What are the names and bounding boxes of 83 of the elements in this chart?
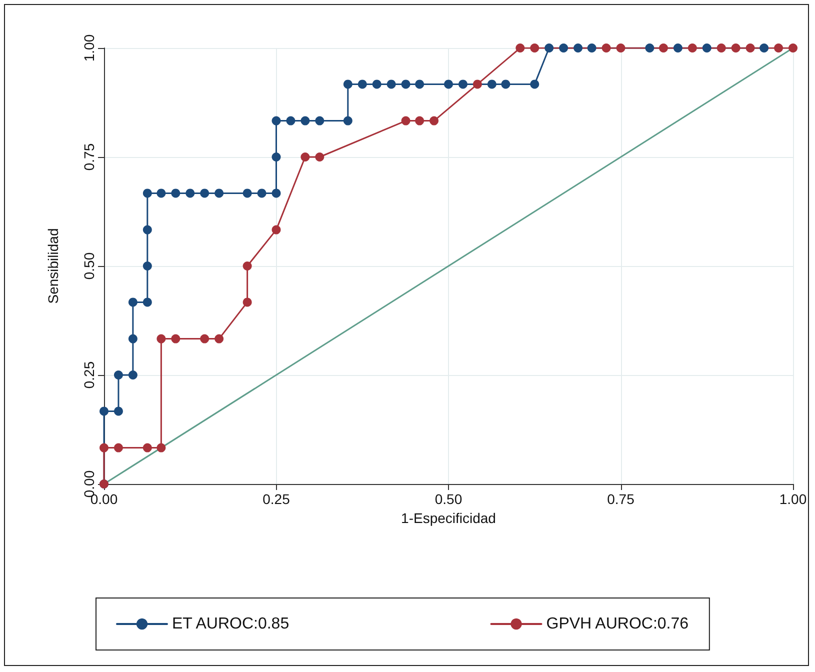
point [272, 188, 281, 198]
point [602, 44, 611, 52]
point [156, 188, 166, 198]
point [731, 44, 740, 52]
y-tick-label: 0.25 [81, 361, 97, 389]
y-axis-title: Sensibilidad [45, 228, 61, 304]
point [128, 334, 138, 344]
y-tick-label: 0.50 [81, 252, 97, 280]
point [401, 80, 410, 89]
y-tick-label: 1.00 [81, 34, 97, 62]
point [343, 80, 352, 89]
point [658, 44, 668, 52]
point [272, 152, 281, 162]
y-tick-label: 0.75 [81, 143, 97, 171]
point [257, 188, 266, 198]
point [760, 44, 769, 52]
point [673, 44, 682, 52]
point [128, 370, 138, 380]
point [214, 334, 224, 344]
x-axis-title: 1-Especificidad [401, 510, 496, 526]
x-tick-label: 0.50 [434, 491, 462, 507]
point [315, 116, 324, 126]
point [472, 80, 482, 89]
point [372, 80, 382, 89]
point [142, 188, 152, 198]
legend-label: ET AUROC:0.85 [172, 616, 290, 632]
point [142, 298, 152, 307]
point [200, 188, 210, 198]
point [114, 443, 123, 452]
point [516, 44, 525, 52]
point [114, 406, 123, 416]
point [242, 298, 252, 307]
point [544, 44, 554, 52]
point [242, 188, 252, 198]
point [171, 334, 180, 344]
point [530, 44, 540, 52]
point [458, 80, 468, 89]
point [487, 80, 496, 89]
x-tick-label: 0.75 [607, 491, 635, 507]
point [156, 334, 166, 344]
point [142, 262, 152, 270]
point [300, 152, 310, 162]
point [156, 443, 166, 452]
point [214, 188, 224, 198]
point [574, 44, 583, 52]
point [128, 298, 138, 307]
point [415, 116, 424, 126]
point [688, 44, 697, 52]
point [142, 443, 152, 452]
point [430, 116, 439, 126]
point [746, 44, 755, 52]
point [200, 334, 210, 344]
point [343, 116, 352, 126]
point [171, 188, 180, 198]
point [272, 225, 281, 234]
point [186, 188, 195, 198]
point [716, 44, 726, 52]
point [386, 80, 396, 89]
point [444, 80, 453, 89]
point [530, 80, 540, 89]
point [300, 116, 310, 126]
legend-label: GPVH AUROC:0.76 [546, 616, 689, 632]
point [415, 80, 424, 89]
point [242, 262, 252, 270]
point [645, 44, 654, 52]
point [559, 44, 568, 52]
point [272, 116, 281, 126]
point [358, 80, 367, 89]
x-tick-label: 1.00 [779, 491, 807, 507]
point [100, 406, 108, 416]
point [702, 44, 712, 52]
point [114, 370, 123, 380]
point [142, 225, 152, 234]
point [100, 443, 108, 452]
point [315, 152, 324, 162]
point [587, 44, 596, 52]
x-tick-label: 0.25 [262, 491, 290, 507]
point [401, 116, 410, 126]
point [286, 116, 296, 126]
point [788, 44, 798, 52]
point [501, 80, 510, 89]
point [616, 44, 626, 52]
point [774, 44, 784, 52]
